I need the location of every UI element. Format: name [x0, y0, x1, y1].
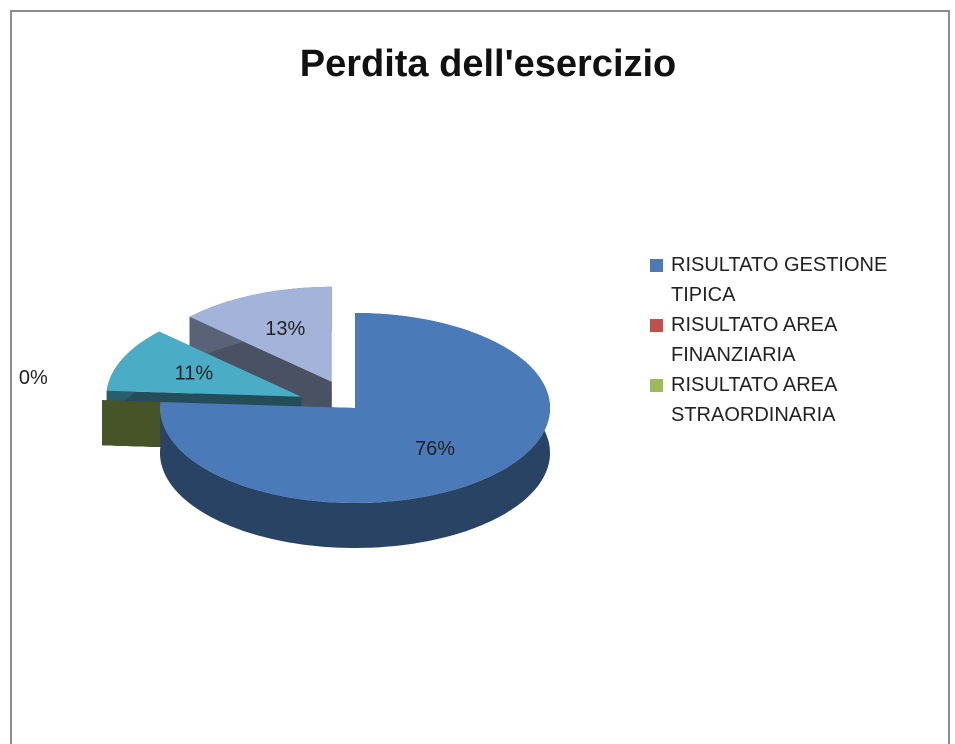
slice: [106, 331, 302, 397]
data-label: 13%: [265, 318, 305, 340]
legend-swatch: [650, 259, 663, 272]
legend-swatch: [650, 319, 663, 332]
legend-item: RISULTATO AREA STRAORDINARIA: [650, 370, 910, 430]
legend-item: RISULTATO GESTIONE TIPICA: [650, 250, 910, 310]
slice: [189, 286, 332, 382]
legend-item: RISULTATO AREA FINANZIARIA: [650, 310, 910, 370]
legend-swatch: [650, 379, 663, 392]
legend-label: RISULTATO AREA FINANZIARIA: [671, 314, 837, 366]
data-label: 11%: [175, 362, 214, 384]
data-label: 76%: [415, 438, 455, 460]
legend-label: RISULTATO AREA STRAORDINARIA: [671, 374, 837, 426]
legend: RISULTATO GESTIONE TIPICA RISULTATO AREA …: [650, 250, 910, 430]
chart-frame: [10, 10, 950, 744]
legend-label: RISULTATO GESTIONE TIPICA: [671, 254, 888, 306]
data-label: 0%: [19, 367, 48, 389]
chart-title: Perdita dell'esercizio: [300, 43, 677, 85]
slice: [160, 313, 550, 503]
